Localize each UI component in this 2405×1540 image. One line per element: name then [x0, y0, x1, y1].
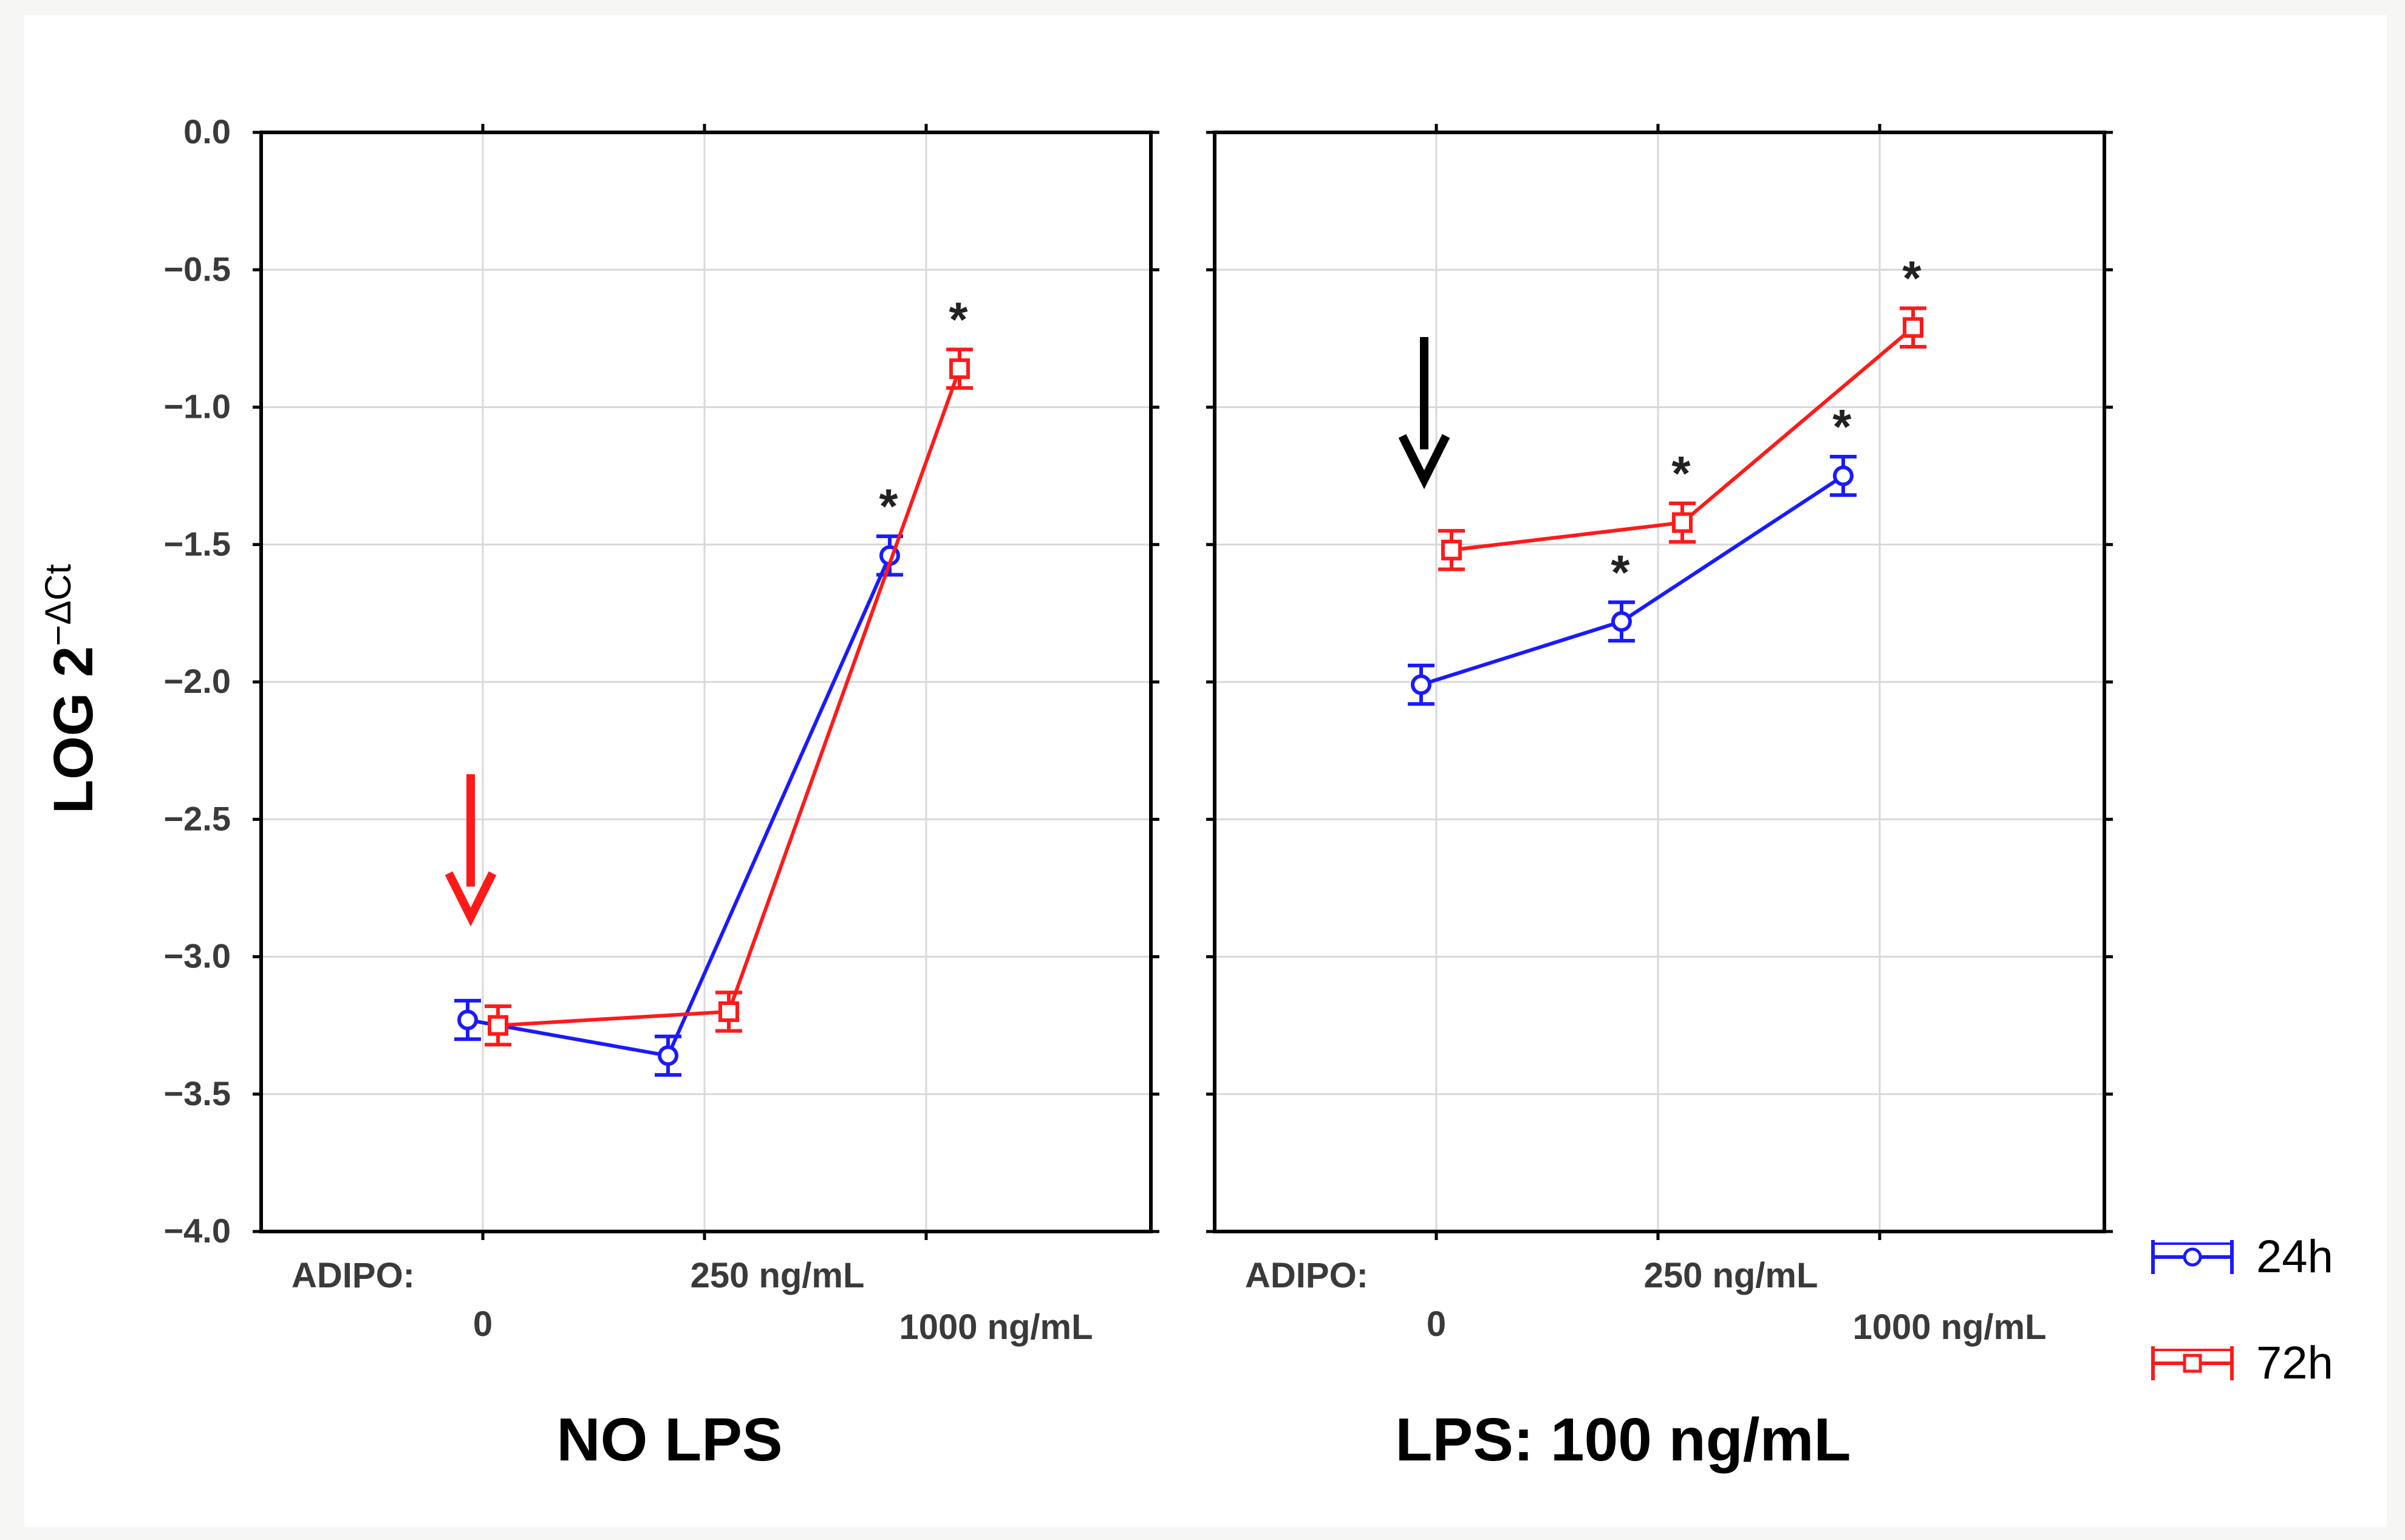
series-72h: *	[485, 292, 973, 1047]
significance-mark: *	[949, 292, 968, 346]
significance-mark: *	[1832, 400, 1852, 454]
x-tick-label: 1000 ng/mL	[899, 1307, 1093, 1347]
significance-mark: *	[1671, 446, 1691, 500]
data-point-72h	[1672, 512, 1693, 533]
data-point-72h	[1441, 539, 1462, 560]
y-tick-label: −2.5	[163, 799, 231, 837]
legend-marker	[2183, 1247, 2202, 1267]
plot-frame	[1213, 131, 2106, 1233]
significance-mark: *	[1902, 251, 1922, 305]
x-tick-label: 0	[473, 1304, 493, 1344]
series-24h: *	[454, 479, 903, 1077]
y-tick-label: −1.0	[163, 387, 231, 426]
significance-mark: *	[879, 479, 898, 533]
y-axis-label-superscript: −ΔCt	[38, 564, 78, 646]
legend: 24h 72h	[2151, 1231, 2333, 1389]
data-point-24h	[457, 1009, 478, 1031]
data-point-72h	[488, 1015, 508, 1036]
y-tick-label: −3.5	[163, 1074, 231, 1112]
x-tick-label: 1000 ng/mL	[1852, 1307, 2046, 1347]
x-tick-label: 0	[1427, 1304, 1446, 1344]
legend-marker	[2183, 1354, 2202, 1373]
data-point-24h	[1833, 465, 1854, 486]
data-point-24h	[1611, 611, 1632, 632]
annotation-arrow-head	[445, 871, 497, 927]
x-prefix-label: ADIPO:	[1245, 1256, 1368, 1295]
panel-1: 0.0 −0.5 −1.0 −1.5 −2.0 −2.5 −3.0 −3.5 −4.0 LOG 2…	[38, 112, 1159, 1474]
data-point-72h	[1903, 317, 1923, 338]
y-tick-label: −2.0	[163, 662, 231, 700]
data-point-24h	[658, 1045, 678, 1066]
series-72h: **	[1438, 251, 1926, 571]
y-tick-label: −3.0	[163, 937, 231, 975]
panel-title: NO LPS	[556, 1406, 782, 1474]
annotation-arrow-head	[1398, 434, 1450, 489]
panel-title: LPS: 100 ng/mL	[1395, 1406, 1851, 1474]
series-24h: **	[1408, 400, 1857, 706]
legend-label-72h: 72h	[2256, 1337, 2333, 1389]
x-tick-label: 250 ng/mL	[691, 1256, 865, 1295]
y-tick-label: −0.5	[163, 250, 231, 288]
y-tick-label: 0.0	[183, 112, 231, 151]
data-point-24h	[1411, 674, 1431, 695]
x-tick-label: 250 ng/mL	[1644, 1256, 1818, 1295]
y-axis-label: LOG 2−ΔCt	[38, 564, 104, 814]
legend-label-24h: 24h	[2256, 1231, 2333, 1283]
data-point-72h	[718, 1001, 739, 1022]
y-tick-label: −4.0	[163, 1211, 231, 1250]
panel-2: ADIPO: 0 250 ng/mL 1000 ng/mL LPS: 100 ng/mL…	[1206, 124, 2113, 1474]
y-tick-label: −1.5	[163, 525, 231, 563]
data-point-72h	[949, 358, 970, 380]
plot-frame	[259, 131, 1153, 1233]
significance-mark: *	[1611, 545, 1630, 599]
y-axis-label-main: LOG 2	[43, 646, 104, 814]
plot-background	[24, 15, 2387, 1527]
x-prefix-label: ADIPO:	[292, 1256, 415, 1295]
